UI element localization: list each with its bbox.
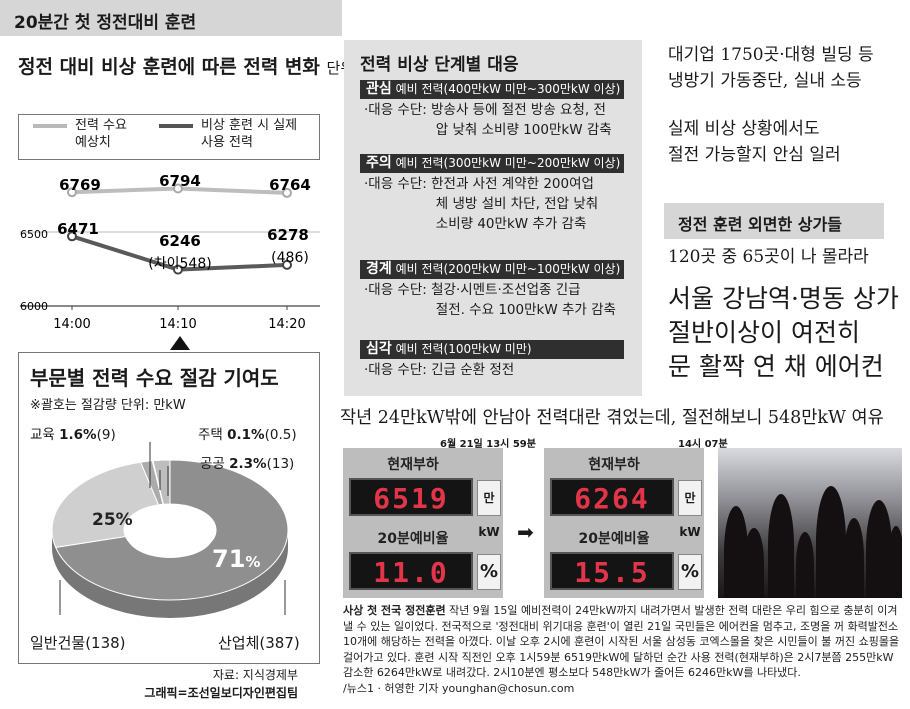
callout-triangle-icon xyxy=(170,336,190,350)
x-tick-label: 14:20 xyxy=(268,317,305,332)
stage-text-severe: ·대응 수단: 긴급 순환 정전 xyxy=(364,362,515,378)
stage-text-interest: ·대응 수단: 방송사 등에 절전 방송 요청, 전 압 낮춰 소비량 100만… xyxy=(364,102,612,138)
point-actual xyxy=(173,264,183,275)
graphic-credit: 그래픽=조선일보디자인편집팀 xyxy=(144,686,298,700)
donut-slice-공공 xyxy=(152,459,171,505)
x-tick-label: 14:10 xyxy=(159,317,196,332)
donut-chart xyxy=(51,442,289,618)
stage-header-caution: 주의 예비 전력(300만kW 미만~200만kW 이상) xyxy=(360,154,624,173)
point-actual xyxy=(282,259,292,270)
point-forecast xyxy=(173,183,183,194)
y-tick-label: 6500 xyxy=(20,228,48,241)
pct-building: 25% xyxy=(92,510,133,530)
unit-kw: 만kW xyxy=(477,480,501,539)
donut-side xyxy=(52,530,288,618)
legend-label-forecast: 전력 수요 예상치 xyxy=(75,118,127,150)
legend-label-actual: 비상 훈련 시 실제 사용 전력 xyxy=(201,118,298,150)
lcd-load: 6519 xyxy=(349,478,473,516)
data-label: 6764 xyxy=(269,176,311,194)
data-label: 6471 xyxy=(57,220,99,238)
diff-label: (차이548) xyxy=(148,256,211,272)
big-headline: 서울 강남역·명동 상가 절반이상이 여전히 문 활짝 연 채 에어컨 xyxy=(668,284,899,381)
subhead-box: 정전 훈련 외면한 상가들 xyxy=(664,203,884,239)
donut-note: ※괄호는 절감량 단위: 만kW xyxy=(30,398,186,413)
label-housing: 주택 0.1%(0.5) xyxy=(198,427,297,443)
panel-label-load: 현재부하 xyxy=(588,457,640,473)
stage-header-alert: 경계 예비 전력(200만kW 미만~100만kW 이상) xyxy=(360,260,624,279)
stage-title: 전력 비상 단계별 대응 xyxy=(360,55,519,75)
stage-header-severe: 심각 예비 전력(100만kW 미만) xyxy=(360,340,624,359)
timestamp-1: 6월 21일 13시 59분 xyxy=(440,439,536,450)
data-label: 6246 xyxy=(159,232,201,250)
data-label: 6794 xyxy=(159,172,201,190)
subhead-text: 정전 훈련 외면한 상가들 xyxy=(678,215,842,234)
line-chart: 6500 6000 14:00 14:10 14:20 6769 6794 67… xyxy=(20,172,320,345)
legend-swatch-actual xyxy=(159,124,193,128)
unit-pct: % xyxy=(477,554,501,590)
pct-industry: 71% xyxy=(212,545,261,573)
lcd-load: 6264 xyxy=(550,478,674,516)
right-paragraph-3: 120곳 중 65곳이 나 몰라라 xyxy=(668,247,869,267)
display-panel-after: 현재부하 6264 만kW 20분예비율 15.5 % xyxy=(544,448,704,598)
stage-text-alert: ·대응 수단: 철강·시멘트·조선업종 긴급 절전. 수요 100만kW 추가 … xyxy=(364,282,616,318)
stage-text-caution: ·대응 수단: 한전과 사전 계약한 200여업 체 냉방 설비 차단, 전압 … xyxy=(364,176,599,232)
point-forecast xyxy=(67,187,77,198)
right-paragraph-1: 대기업 1750곳·대형 빌딩 등 냉방기 가동중단, 실내 소등 xyxy=(668,45,874,91)
y-tick-label: 6000 xyxy=(20,300,48,313)
photo-caption: 작년 24만kW밖에 안남아 전력대란 겪었는데, 절전해보니 548만kW 여… xyxy=(340,408,884,428)
lcd-rate: 11.0 xyxy=(349,552,473,590)
article-byline: /뉴스1 · 허영한 기자 younghan@chosun.com xyxy=(343,681,575,695)
header-band: 20분간 첫 정전대비 훈련 xyxy=(0,0,342,36)
timestamp-2: 14시 07분 xyxy=(678,439,728,450)
panel-label-rate: 20분예비율 xyxy=(377,531,449,547)
point-actual xyxy=(67,231,77,242)
chart-legend: 전력 수요 예상치 비상 훈련 시 실제 사용 전력 xyxy=(18,114,320,160)
header-title: 20분간 첫 정전대비 훈련 xyxy=(14,13,197,33)
article-lead: 사상 첫 전국 정전훈련 xyxy=(343,604,446,617)
unit-kw: 만kW xyxy=(678,480,702,539)
data-label: 6278 xyxy=(267,226,309,244)
article-body: 사상 첫 전국 정전훈련 작년 9월 15일 예비전력이 24만kW까지 내려가… xyxy=(343,603,903,697)
right-paragraph-2: 실제 비상 상황에서도 절전 가능할지 안심 일러 xyxy=(668,119,841,165)
panel-label-load: 현재부하 xyxy=(387,457,439,473)
panel-label-rate: 20분예비율 xyxy=(578,531,650,547)
lcd-rate: 15.5 xyxy=(550,552,674,590)
label-public: 공공 2.3%(13) xyxy=(200,456,295,472)
line-chart-title-text: 정전 대비 비상 훈련에 따른 전력 변화 xyxy=(18,56,320,78)
point-forecast xyxy=(282,187,292,198)
stage-header-interest: 관심 예비 전력(400만kW 미만~300만kW 이상) xyxy=(360,80,624,99)
legend-swatch-forecast xyxy=(33,124,67,128)
diff-label: (486) xyxy=(271,250,309,266)
stage-box: 전력 비상 단계별 대응 관심 예비 전력(400만kW 미만~300만kW 이… xyxy=(344,40,642,396)
source-note: 자료: 지식경제부 xyxy=(212,668,298,682)
unit-pct: % xyxy=(678,554,702,590)
donut-hole xyxy=(126,510,214,558)
label-education: 교육 1.6%(9) xyxy=(30,427,116,443)
label-building: 일반건물(138) xyxy=(30,634,126,652)
donut-slice-일반건물 xyxy=(51,461,160,548)
data-label: 6769 xyxy=(59,176,101,194)
donut-slice-산업체 xyxy=(54,459,289,601)
article-text: 작년 9월 15일 예비전력이 24만kW까지 내려가면서 발생한 전력 대란은… xyxy=(343,604,900,680)
donut-frame xyxy=(18,352,320,664)
display-panel-before: 현재부하 6519 만kW 20분예비율 11.0 % xyxy=(343,448,503,598)
crowd-photo xyxy=(718,448,902,598)
arrow-right-icon: ➡ xyxy=(517,520,534,544)
donut-title: 부문별 전력 수요 절감 기여도 xyxy=(30,366,279,390)
x-tick-label: 14:00 xyxy=(53,317,90,332)
label-industry: 산업체(387) xyxy=(218,634,300,652)
